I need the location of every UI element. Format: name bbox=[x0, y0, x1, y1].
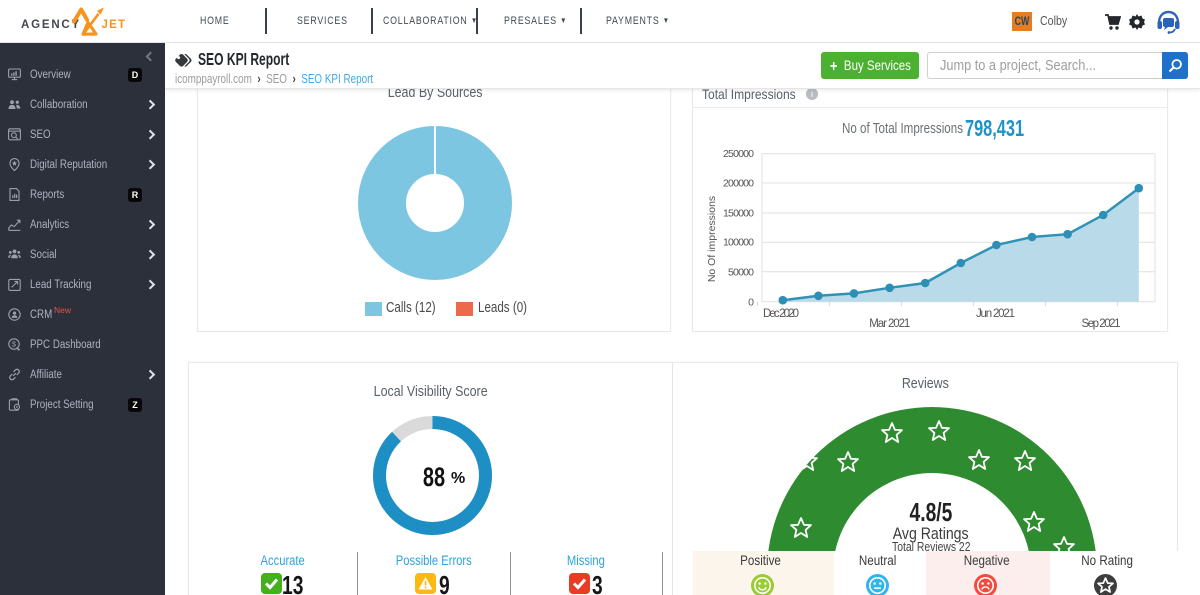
svg-text:100000: 100000 bbox=[723, 237, 754, 249]
svg-text:Sep 2021: Sep 2021 bbox=[1082, 318, 1121, 330]
svg-text:50000: 50000 bbox=[728, 266, 754, 278]
svg-text:200000: 200000 bbox=[723, 178, 754, 190]
svg-text:150000: 150000 bbox=[723, 208, 754, 220]
svg-text:Dec 2020: Dec 2020 bbox=[763, 308, 799, 320]
svg-text:0: 0 bbox=[748, 296, 754, 308]
svg-text:250000: 250000 bbox=[723, 148, 754, 160]
svg-text:$: $ bbox=[12, 340, 17, 349]
svg-text:Mar 2021: Mar 2021 bbox=[869, 318, 910, 330]
svg-text:Jun 2021: Jun 2021 bbox=[976, 308, 1015, 320]
svg-text:No Of impressions: No Of impressions bbox=[706, 196, 718, 282]
